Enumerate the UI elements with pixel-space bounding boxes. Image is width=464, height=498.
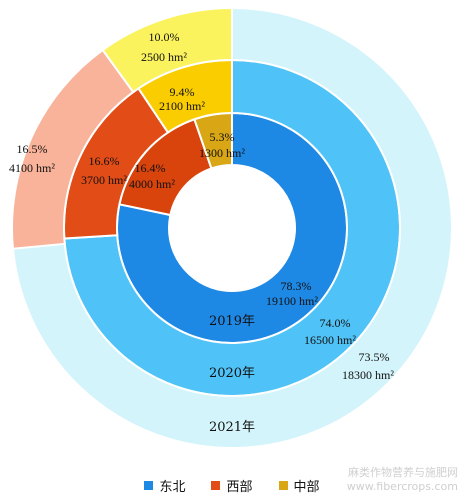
watermark-line1: 麻类作物营养与施肥网 xyxy=(348,466,458,479)
data-label-area-zhongbu-ring-3: 2500 hm² xyxy=(141,50,187,64)
legend-item-dongbei: 东北 xyxy=(144,476,186,495)
legend: 东北 西部 中部 xyxy=(0,476,464,495)
legend-label-zhongbu: 中部 xyxy=(293,479,320,495)
data-label-area-xibu-ring-2: 3700 hm² xyxy=(81,173,127,187)
legend-swatch-zhongbu xyxy=(278,480,288,490)
legend-swatch-dongbei xyxy=(144,480,154,490)
slice-dongbei-ring-3 xyxy=(11,6,453,449)
watermark-line2: www.fibercrops.com xyxy=(346,480,458,493)
slice-zhongbu-ring-3 xyxy=(101,6,233,94)
data-label-area-dongbei-ring-2: 16500 hm² xyxy=(304,333,356,347)
watermark: 麻类作物营养与施肥网 www.fibercrops.com xyxy=(328,466,458,494)
data-label-area-xibu-ring-3: 4100 hm² xyxy=(9,161,55,175)
data-label-pct-dongbei-ring-3: 73.5% xyxy=(359,350,390,364)
ring-year-label-3: 2021年 xyxy=(209,420,255,435)
ring-year-label-2: 2020年 xyxy=(209,366,255,381)
data-label-pct-dongbei-ring-1: 78.3% xyxy=(281,279,312,293)
data-label-area-dongbei-ring-3: 18300 hm² xyxy=(342,368,394,382)
data-label-area-dongbei-ring-1: 19100 hm² xyxy=(266,294,318,308)
legend-label-dongbei: 东北 xyxy=(159,479,186,495)
data-label-area-zhongbu-ring-1: 1300 hm² xyxy=(199,146,245,160)
data-label-area-xibu-ring-1: 4000 hm² xyxy=(129,177,175,191)
ring-year-label-1: 2019年 xyxy=(209,314,255,329)
data-label-pct-zhongbu-ring-3: 10.0% xyxy=(149,30,180,44)
legend-swatch-xibu xyxy=(211,480,221,490)
legend-item-zhongbu: 中部 xyxy=(278,476,320,495)
legend-item-xibu: 西部 xyxy=(211,476,253,495)
legend-label-xibu: 西部 xyxy=(226,479,253,495)
data-label-pct-xibu-ring-2: 16.6% xyxy=(89,154,120,168)
data-label-pct-xibu-ring-1: 16.4% xyxy=(135,161,166,175)
data-label-pct-zhongbu-ring-1: 5.3% xyxy=(210,130,235,144)
data-label-pct-zhongbu-ring-2: 9.4% xyxy=(170,85,195,99)
data-label-pct-dongbei-ring-2: 74.0% xyxy=(320,316,351,330)
data-label-area-zhongbu-ring-2: 2100 hm² xyxy=(159,99,205,113)
data-label-pct-xibu-ring-3: 16.5% xyxy=(17,142,48,156)
